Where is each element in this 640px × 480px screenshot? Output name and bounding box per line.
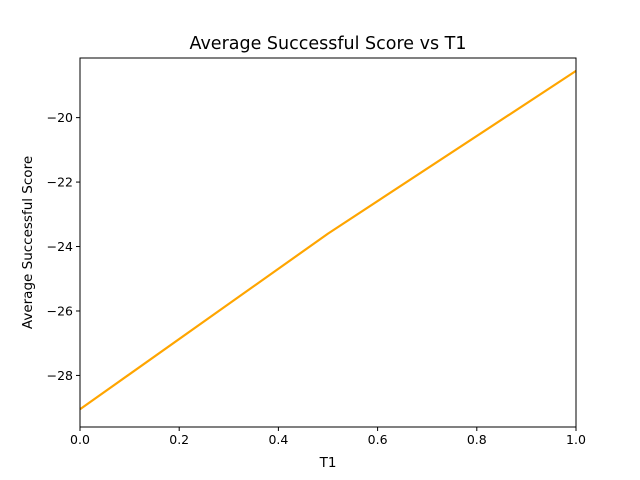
y-tick-label: −20	[47, 110, 73, 125]
x-axis-ticks: 0.0 0.2 0.4 0.6 0.8 1.0	[70, 427, 586, 447]
x-tick-label: 1.0	[566, 432, 586, 447]
y-tick-label: −28	[47, 368, 73, 383]
y-axis-label: Average Successful Score	[20, 156, 36, 329]
x-tick-label: 0.0	[70, 432, 90, 447]
y-tick-label: −22	[47, 175, 73, 190]
y-tick-label: −26	[47, 303, 73, 318]
x-axis-label: T1	[319, 455, 337, 471]
x-tick-label: 0.6	[368, 432, 388, 447]
plot-area-frame	[79, 57, 577, 428]
x-tick-label: 0.4	[268, 432, 288, 447]
series-layer	[79, 69, 577, 411]
y-axis-ticks: −28 −26 −24 −22 −20	[47, 110, 80, 383]
y-tick-label: −24	[47, 239, 73, 254]
x-tick-label: 0.2	[169, 432, 189, 447]
chart-title: Average Successful Score vs T1	[190, 34, 467, 54]
series-line-0	[79, 69, 577, 411]
x-tick-label: 0.8	[467, 432, 487, 447]
